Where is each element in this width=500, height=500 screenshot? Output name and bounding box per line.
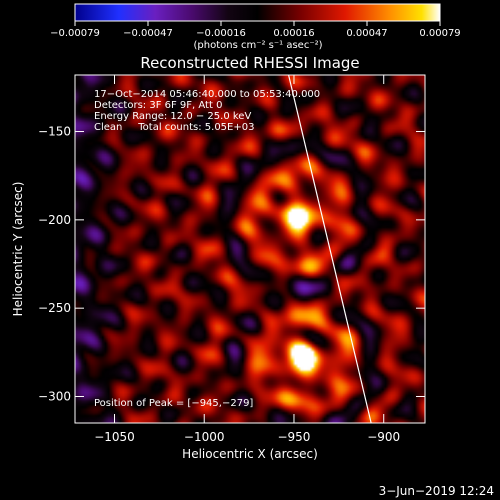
x-axis-label: Heliocentric X (arcsec)	[182, 447, 318, 461]
colorbar-tick-label: −0.00016	[196, 28, 246, 39]
y-axis-ticks: −150 −200 −250 −300	[38, 125, 425, 404]
x-tick-label: −900	[367, 430, 400, 444]
colorbar-tick-label: 0.00047	[346, 28, 387, 39]
annotation-time: 17−Oct−2014 05:46:40.000 to 05:53:40.000	[94, 89, 320, 100]
colorbar	[74, 3, 441, 22]
annotation-detectors: Detectors: 3F 6F 9F, Att 0	[94, 100, 222, 111]
heatmap-image	[75, 75, 425, 423]
annotation-energy: Energy Range: 12.0 − 25.0 keV	[94, 111, 251, 122]
chart-title: Reconstructed RHESSI Image	[140, 54, 359, 72]
colorbar-tick-label: −0.00079	[50, 28, 100, 39]
x-tick-label: −1000	[184, 430, 225, 444]
colorbar-unit-label: (photons cm⁻² s⁻¹ asec⁻²)	[193, 40, 322, 51]
x-tick-label: −950	[277, 430, 310, 444]
annotation-counts: Clean Total counts: 5.05E+03	[94, 122, 254, 133]
y-axis-label: Heliocentric Y (arcsec)	[11, 182, 25, 317]
x-tick-label: −1050	[94, 430, 135, 444]
solar-limb-line	[288, 75, 372, 423]
plot-frame	[74, 74, 426, 424]
footer-timestamp: 3−Jun−2019 12:24	[379, 484, 494, 498]
y-tick-label: −150	[38, 125, 71, 139]
colorbar-tick-label: 0.00016	[273, 28, 314, 39]
peak-position-label: Position of Peak = [−945,−279]	[94, 398, 253, 409]
y-tick-label: −200	[38, 213, 71, 227]
x-axis-ticks: −1050 −1000 −950 −900	[94, 75, 400, 444]
y-tick-label: −300	[38, 390, 71, 404]
colorbar-tick-label: 0.00079	[419, 28, 460, 39]
colorbar-tick-label: −0.00047	[123, 28, 173, 39]
y-tick-label: −250	[38, 301, 71, 315]
colorbar-ticks: −0.00079 −0.00047 −0.00016 0.00016 0.00047 0.…	[50, 21, 461, 39]
